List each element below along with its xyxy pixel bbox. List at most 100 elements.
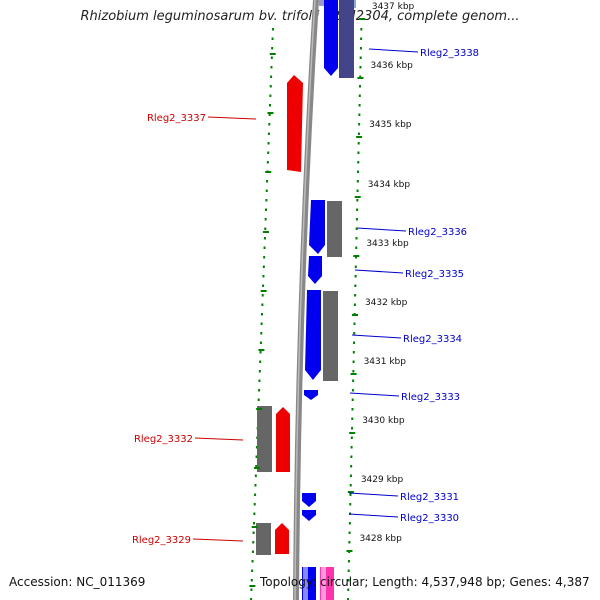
track-dot (251, 560, 254, 563)
track-dot (355, 237, 358, 240)
tick-mark (356, 136, 363, 138)
track-dot (264, 218, 267, 221)
track-dot (258, 370, 261, 373)
track-dot (257, 398, 260, 401)
track-dot (261, 313, 264, 316)
track-dot (269, 104, 272, 107)
track-dot (347, 569, 350, 572)
track-dot (259, 351, 262, 354)
track-dot (358, 113, 361, 116)
gene-label-Rleg2_3334[interactable]: Rleg2_3334 (403, 334, 462, 345)
track-dot (356, 199, 359, 202)
track-dot (349, 503, 352, 506)
gene-label-Rleg2_3332[interactable]: Rleg2_3332 (134, 434, 193, 445)
track-dot (347, 560, 350, 563)
track-dot (357, 151, 360, 154)
track-dot (268, 113, 271, 116)
track-dot (351, 389, 354, 392)
track-dot (359, 66, 362, 69)
leader-line (348, 492, 399, 497)
track-dot (360, 28, 363, 31)
gene-label-Rleg2_3330[interactable]: Rleg2_3330 (400, 513, 459, 524)
gene-block-3333-blue[interactable] (304, 390, 318, 400)
tick-mark (349, 432, 356, 434)
tick-label: 3429 kbp (361, 475, 404, 485)
track-dot (357, 132, 360, 135)
genome-backbone (293, 0, 319, 600)
map-title: Rhizobium leguminosarum bv. trifolii WSM… (80, 9, 520, 24)
track-dot (356, 180, 359, 183)
gene-block-3332-grey[interactable] (257, 406, 272, 472)
gene-block-3334-grey[interactable] (323, 291, 338, 381)
gene-label-Rleg2_3329[interactable]: Rleg2_3329 (132, 535, 191, 546)
leader-line (356, 227, 407, 232)
track-dot (268, 123, 271, 126)
track-dot (267, 132, 270, 135)
gene-block-3337-red[interactable] (287, 75, 303, 172)
leader-line (194, 437, 244, 441)
genome-stats-text: Topology: circular; Length: 4,537,948 bp… (260, 575, 590, 589)
track-dot (347, 588, 350, 591)
leader-line (192, 538, 244, 542)
track-dot (264, 227, 267, 230)
gene-block-3335-blue[interactable] (308, 256, 322, 284)
track-dot (357, 170, 360, 173)
track-dot (355, 246, 358, 249)
tick-mark (354, 196, 361, 198)
track-dot (350, 436, 353, 439)
gene-block-3334-blue[interactable] (305, 290, 321, 380)
track-dot (354, 265, 357, 268)
track-dot (353, 341, 356, 344)
tick-label: 3433 kbp (366, 239, 409, 249)
track-dot (356, 208, 359, 211)
track-dot (265, 199, 268, 202)
gene-block-3332-red[interactable] (276, 407, 290, 472)
gene-label-Rleg2_3338[interactable]: Rleg2_3338 (420, 48, 479, 59)
right-gene-labels: Rleg2_3338 Rleg2_3336 Rleg2_3335 Rleg2_3334… (348, 48, 479, 524)
track-dot (251, 550, 254, 553)
track-dot (255, 455, 258, 458)
track-dot (255, 465, 258, 468)
tick-mark-left (253, 467, 260, 469)
track-dot (261, 303, 264, 306)
tick-mark-left (265, 171, 272, 173)
track-dot (263, 246, 266, 249)
track-dot (270, 75, 273, 78)
tick-mark (350, 373, 357, 375)
tick-label: 3434 kbp (368, 180, 411, 190)
gene-label-Rleg2_3337[interactable]: Rleg2_3337 (147, 113, 206, 124)
tick-mark (347, 491, 354, 493)
gene-block-3329-red[interactable] (275, 523, 289, 554)
gene-block-3336-blue[interactable] (309, 200, 325, 254)
accession-text: Accession: NC_011369 (9, 575, 146, 589)
track-dot (266, 180, 269, 183)
tick-label: 3431 kbp (364, 357, 407, 367)
genome-backbone-highlight (294, 0, 316, 600)
track-dot (260, 332, 263, 335)
leader-line (348, 513, 399, 518)
gene-block-3338-blue[interactable] (324, 0, 338, 76)
gene-label-Rleg2_3336[interactable]: Rleg2_3336 (408, 227, 467, 238)
track-dot (355, 256, 358, 259)
track-dot (352, 379, 355, 382)
gene-block-3331-blue[interactable] (302, 493, 316, 507)
track-dot (351, 398, 354, 401)
track-dot (254, 493, 257, 496)
left-gene-labels: Rleg2_3337 Rleg2_3332 Rleg2_3329 (132, 113, 257, 546)
gene-block-3330-blue[interactable] (302, 510, 316, 521)
tick-mark-left (262, 231, 269, 233)
track-dot (355, 218, 358, 221)
leader-line (349, 392, 400, 397)
track-dot (266, 161, 269, 164)
gene-label-Rleg2_3331[interactable]: Rleg2_3331 (400, 492, 459, 503)
gene-block-3338-grey[interactable] (339, 0, 354, 78)
track-dot (352, 360, 355, 363)
tick-label: 3430 kbp (362, 416, 405, 426)
track-dot (253, 512, 256, 515)
track-dot (351, 417, 354, 420)
gene-label-Rleg2_3333[interactable]: Rleg2_3333 (401, 392, 460, 403)
track-dot (357, 161, 360, 164)
gene-block-3336-grey[interactable] (327, 201, 342, 257)
gene-label-Rleg2_3335[interactable]: Rleg2_3335 (405, 269, 464, 280)
gene-block-3329-grey[interactable] (256, 523, 271, 555)
